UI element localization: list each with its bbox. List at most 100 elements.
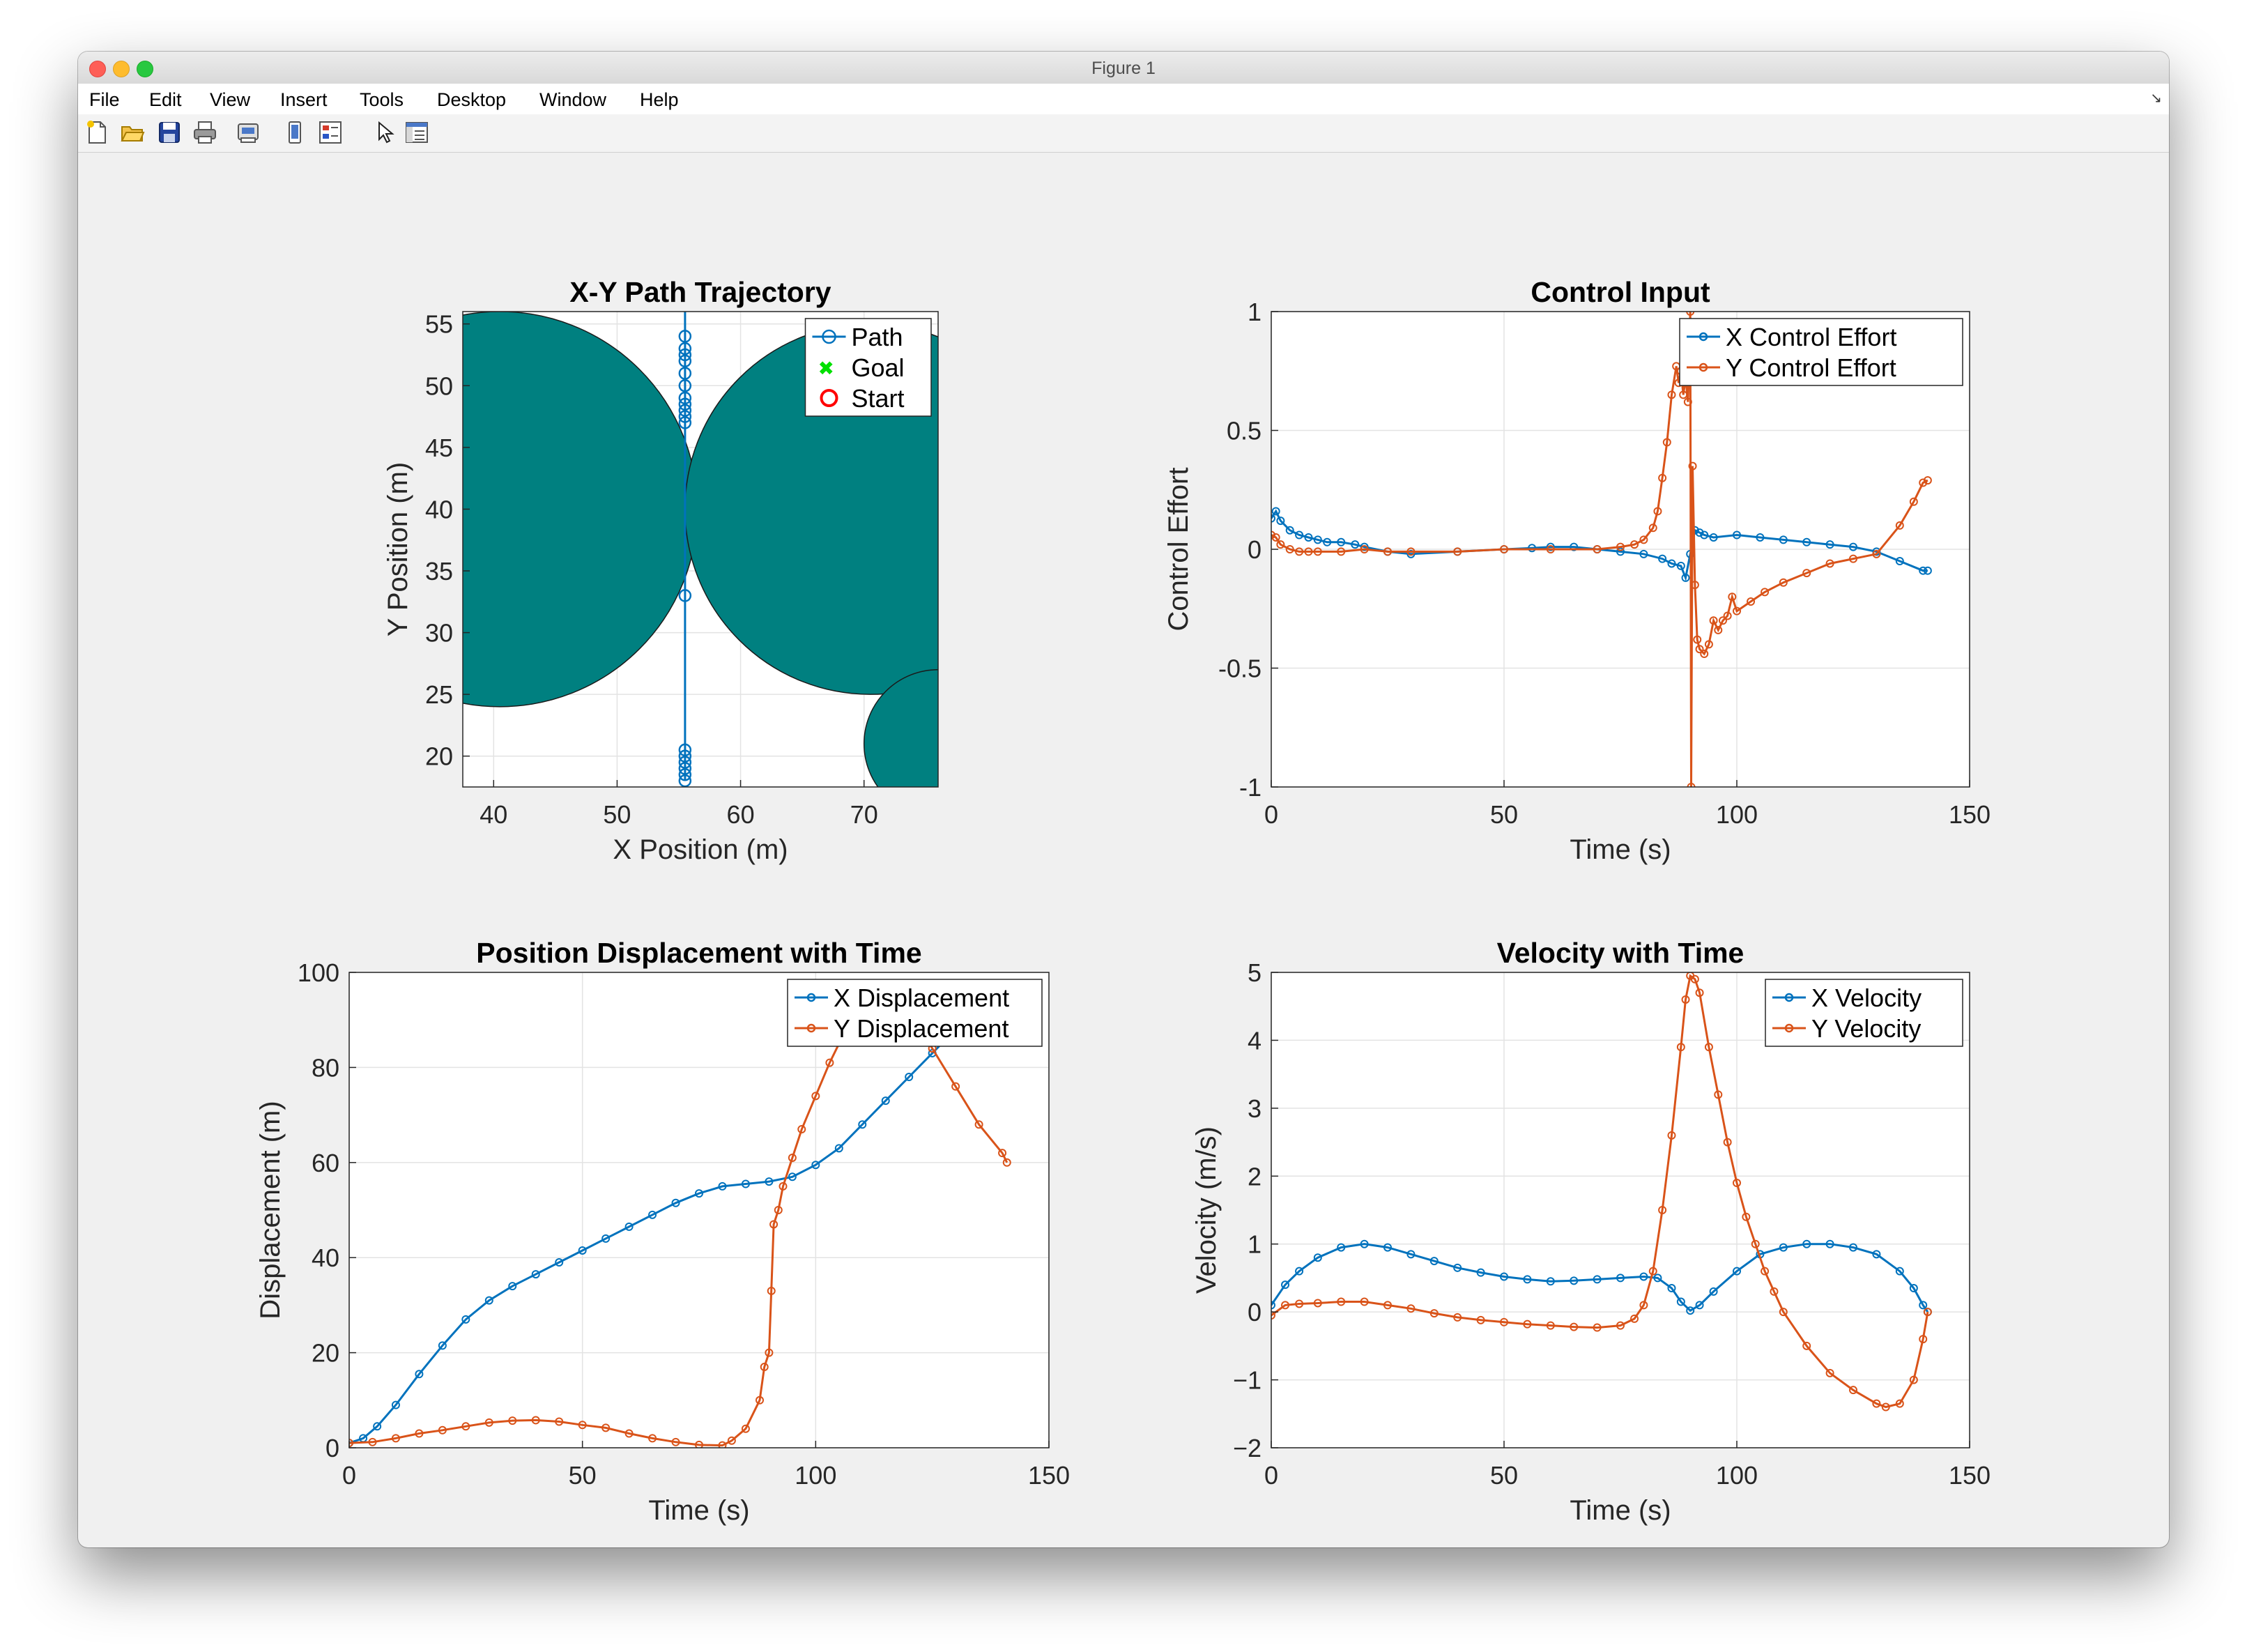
chart-title: Position Displacement with Time xyxy=(476,937,921,969)
data-point xyxy=(678,768,692,781)
window-title: Figure 1 xyxy=(1091,59,1156,78)
data-point xyxy=(1523,1320,1532,1329)
data-point xyxy=(438,1425,447,1435)
data-point xyxy=(678,342,692,355)
x-tick-label: 150 xyxy=(1949,800,1991,829)
data-point xyxy=(1679,390,1688,399)
menu-file[interactable]: File xyxy=(89,89,120,110)
data-point xyxy=(1295,1267,1304,1276)
data-point xyxy=(578,1421,587,1430)
start-marker-icon xyxy=(820,389,838,407)
print-icon[interactable] xyxy=(192,120,217,145)
menu-desktop[interactable]: Desktop xyxy=(437,89,507,110)
series-y-control-effort xyxy=(1271,312,1932,787)
x-tick-label: 100 xyxy=(1716,800,1758,829)
data-point xyxy=(484,1418,493,1427)
data-point xyxy=(1658,554,1667,563)
axes-box xyxy=(348,972,1050,1448)
data-point xyxy=(1406,549,1416,558)
x-tick-label: 50 xyxy=(1490,1461,1518,1490)
data-point xyxy=(1667,1131,1676,1140)
menu-insert[interactable]: Insert xyxy=(280,89,328,110)
data-point xyxy=(1688,461,1697,471)
menu-help[interactable]: Help xyxy=(640,89,679,110)
data-point xyxy=(648,1434,657,1443)
data-point xyxy=(1476,1268,1485,1277)
data-point xyxy=(461,1422,470,1431)
data-point xyxy=(756,1395,765,1405)
menu-edit[interactable]: Edit xyxy=(149,89,182,110)
select-pointer-icon[interactable] xyxy=(374,120,394,145)
data-point xyxy=(1733,1267,1741,1276)
data-point xyxy=(1825,540,1834,549)
chart-title: Velocity with Time xyxy=(1497,937,1744,969)
data-point xyxy=(1667,1284,1676,1293)
legend-entry: Y Control Effort xyxy=(1726,353,1896,382)
legend-marker-sample xyxy=(1784,993,1794,1002)
data-point xyxy=(1779,578,1788,587)
data-point xyxy=(1919,478,1928,487)
data-point xyxy=(1849,554,1857,563)
data-point xyxy=(555,1258,564,1267)
y-tick-label: 25 xyxy=(425,680,453,709)
data-point xyxy=(825,1058,834,1067)
insert-legend-icon[interactable] xyxy=(318,120,343,145)
data-point xyxy=(671,1198,680,1207)
menu-view[interactable]: View xyxy=(210,89,251,110)
minimize-window-button[interactable] xyxy=(113,61,130,77)
data-point xyxy=(769,1220,779,1229)
legend-marker-sample xyxy=(1698,362,1708,372)
new-figure-icon[interactable] xyxy=(85,120,109,145)
plot-area[interactable] xyxy=(1271,972,1970,1448)
data-point xyxy=(727,1436,736,1445)
open-file-icon[interactable] xyxy=(120,120,145,145)
data-point xyxy=(1802,1239,1811,1248)
data-point xyxy=(1500,545,1508,553)
expand-toolbar-icon[interactable]: ↘ xyxy=(2150,91,2162,106)
x-tick-label: 150 xyxy=(1949,1461,1991,1490)
data-point xyxy=(508,1416,517,1425)
data-point xyxy=(811,1092,820,1101)
menu-window[interactable]: Window xyxy=(539,89,607,110)
data-point xyxy=(671,1437,680,1446)
x-tick-label: 70 xyxy=(850,800,878,829)
data-point xyxy=(678,404,692,417)
data-point xyxy=(811,1161,820,1170)
data-point xyxy=(601,1423,611,1432)
data-point xyxy=(1923,476,1932,485)
data-point xyxy=(678,330,692,343)
data-point xyxy=(1616,547,1625,556)
y-tick-label: 55 xyxy=(425,310,453,339)
data-point xyxy=(1276,540,1285,549)
data-point xyxy=(1714,1090,1723,1099)
link-plot-icon[interactable] xyxy=(284,120,305,145)
legend-entry: Y Displacement xyxy=(834,1014,1009,1043)
data-point xyxy=(678,743,692,757)
data-point xyxy=(1895,521,1904,530)
save-icon[interactable] xyxy=(158,120,181,145)
data-point xyxy=(788,1153,797,1162)
data-point xyxy=(788,1172,797,1181)
data-point xyxy=(765,1348,774,1357)
data-point xyxy=(1802,1341,1811,1350)
print-preview-icon[interactable] xyxy=(236,120,262,145)
figure-window: Figure 1 File Edit View Insert Tools Des… xyxy=(78,52,2169,1547)
data-point xyxy=(695,1189,703,1198)
data-point xyxy=(1271,530,1275,540)
y-tick-label: 60 xyxy=(312,1149,339,1177)
data-point xyxy=(1360,1239,1369,1248)
obstacle-circle xyxy=(463,312,698,708)
data-point xyxy=(624,1222,634,1231)
property-inspector-icon[interactable] xyxy=(404,120,429,145)
menu-tools[interactable]: Tools xyxy=(360,89,404,110)
series-y-velocity xyxy=(1271,972,1932,1412)
data-point xyxy=(1271,514,1275,523)
close-window-button[interactable] xyxy=(89,61,106,77)
zoom-window-button[interactable] xyxy=(137,61,153,77)
data-point xyxy=(678,410,692,423)
data-point xyxy=(1723,611,1732,620)
